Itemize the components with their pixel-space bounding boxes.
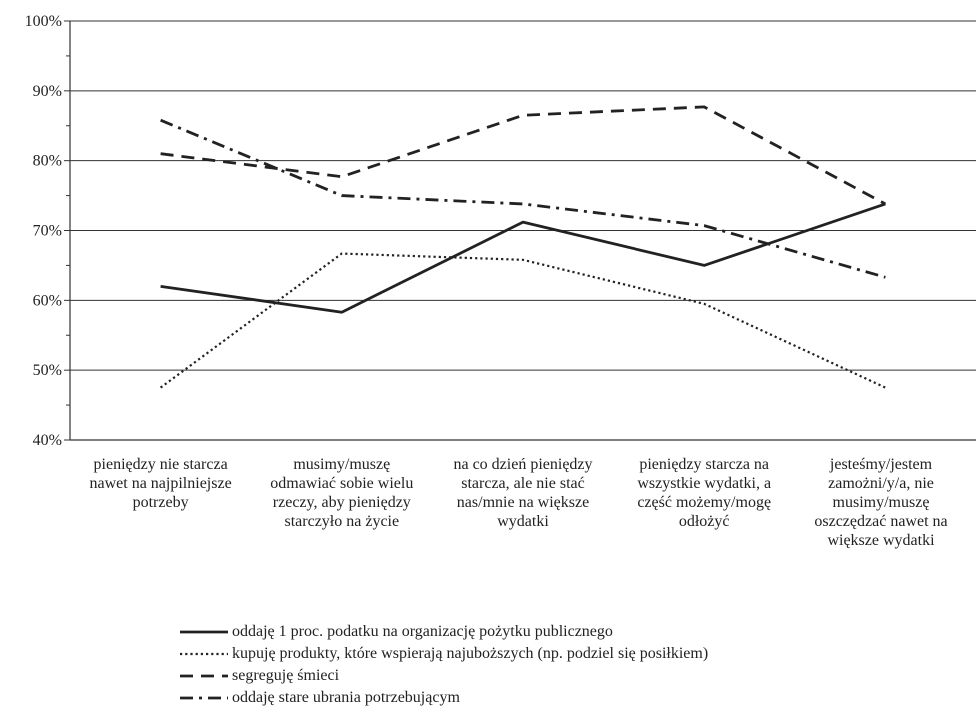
x-category-label: jesteśmy/jestem zamożni/y/a, nie musimy/mu… (788, 455, 974, 550)
y-tick-label: 90% (33, 83, 62, 100)
series-line-dashed (160, 105, 887, 206)
legend-item-stare-ubrania: oddaję stare ubrania potrzebującym (180, 688, 880, 710)
series-line-dotted (159, 252, 886, 389)
y-tick-label: 80% (33, 153, 62, 170)
x-category-label-line: pieniędzy nie starcza (93, 456, 228, 473)
axes (64, 20, 976, 441)
x-category-label: na co dzień pieniędzy starcza, ale nie st… (430, 455, 616, 531)
x-category-label-line: rzeczy, aby pieniędzy (272, 494, 411, 511)
x-category-label-line: potrzeby (132, 494, 189, 511)
x-category-label-line: zamożni/y/a, nie (828, 475, 934, 492)
x-category-label-line: pieniędzy starcza na (639, 456, 770, 473)
x-category-label-line: starczyło na życie (284, 513, 400, 530)
series-line-solid (160, 202, 886, 314)
x-category-label-line: jesteśmy/jestem (829, 456, 933, 473)
x-category-label-line: starcza, ale nie stać (461, 475, 585, 492)
y-tick-labels: 40% 50% 60% 70% 80% 90% 100% (25, 13, 62, 449)
x-category-label-line: na co dzień pieniędzy (453, 456, 593, 473)
legend-item-kupuje-produkty: kupuję produkty, które wspierają najuboż… (180, 644, 880, 666)
x-category-label: musimy/muszę odmawiać sobie wielu rzeczy, … (249, 455, 435, 531)
x-category-label-line: odmawiać sobie wielu (270, 475, 414, 492)
legend-swatch-dotted (180, 652, 228, 656)
x-category-label-line: część możemy/mogę (637, 494, 772, 511)
legend-label: kupuję produkty, które wspierają najuboż… (232, 645, 709, 662)
legend-label: oddaję 1 proc. podatku na organizację po… (232, 623, 613, 640)
series-line-dashdot (160, 118, 886, 279)
gridlines (70, 20, 976, 371)
legend-item-segreguje-smieci: segreguję śmieci (180, 666, 880, 688)
legend-label: segreguję śmieci (232, 667, 340, 684)
x-category-label-line: wydatki (497, 513, 549, 530)
x-category-label-line: musimy/muszę (293, 456, 391, 473)
x-category-label-line: wszystkie wydatki, a (637, 475, 772, 492)
x-category-label-line: oszczędzać nawet na (814, 513, 948, 530)
x-category-label-line: odłożyć (678, 513, 730, 530)
legend-label: oddaję stare ubrania potrzebującym (232, 689, 460, 706)
legend-swatch-solid (180, 630, 228, 634)
y-tick-label: 100% (25, 13, 62, 30)
x-category-label-line: nas/mnie na większe (456, 494, 590, 511)
y-tick-label: 40% (33, 432, 62, 449)
series-lines (159, 105, 887, 389)
legend: oddaję 1 proc. podatku na organizację po… (180, 622, 880, 710)
x-category-label: pieniędzy starcza na wszystkie wydatki, a… (611, 455, 797, 531)
y-tick-label: 60% (33, 292, 62, 309)
y-tick-label: 50% (33, 362, 62, 379)
legend-item-1-proc-podatku: oddaję 1 proc. podatku na organizację po… (180, 622, 880, 644)
x-category-label-line: większe wydatki (827, 532, 935, 549)
y-tick-label: 70% (33, 223, 62, 240)
legend-swatch-dashdot (180, 696, 228, 700)
x-category-label: pieniędzy nie starcza nawet na najpilniej… (68, 455, 254, 512)
x-category-label-line: nawet na najpilniejsze (89, 475, 232, 492)
x-category-label-line: musimy/muszę (832, 494, 930, 511)
legend-swatch-dashed (180, 674, 228, 678)
